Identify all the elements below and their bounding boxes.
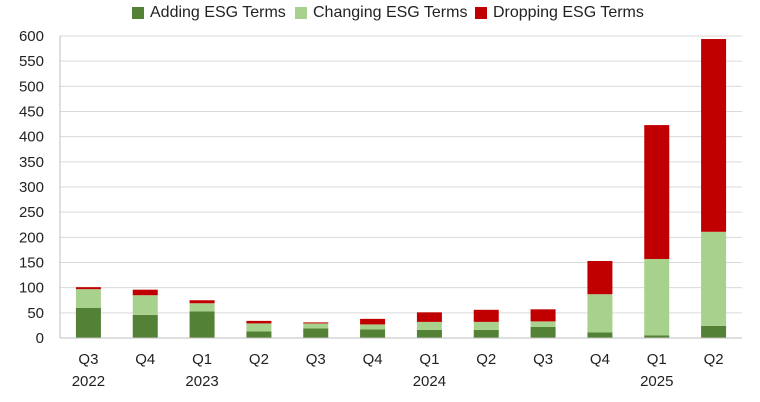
- x-tick-label: Q4: [590, 351, 610, 368]
- bar-segment: [303, 322, 329, 324]
- legend-item-changing: Changing ESG Terms: [295, 2, 467, 24]
- bar-segment: [416, 312, 442, 322]
- bar-segment: [416, 321, 442, 330]
- x-tick-label: Q1: [647, 351, 667, 368]
- bar-segment: [132, 295, 158, 315]
- bar-segment: [701, 39, 727, 232]
- bar-segment: [132, 314, 158, 338]
- bar-segment: [132, 289, 158, 296]
- x-tick-label: Q1: [419, 351, 439, 368]
- x-year-label: 2022: [72, 373, 105, 390]
- bar-segment: [246, 331, 272, 338]
- bar-segment: [644, 335, 670, 338]
- bar-segment: [530, 326, 556, 338]
- bar-segment: [701, 325, 727, 338]
- y-tick-label: 0: [36, 330, 44, 347]
- bar-segment: [75, 287, 101, 290]
- bar-segment: [587, 332, 613, 338]
- bar-segment: [360, 329, 386, 338]
- bar-segment: [644, 258, 670, 336]
- y-tick-label: 400: [19, 129, 44, 146]
- legend-label-adding: Adding ESG Terms: [150, 4, 286, 21]
- legend-swatch-adding: [132, 7, 144, 19]
- bar-segment: [246, 323, 272, 332]
- bar-segment: [303, 323, 329, 329]
- bar-segment: [587, 260, 613, 295]
- x-tick-label: Q3: [78, 351, 98, 368]
- x-tick-label: Q4: [363, 351, 383, 368]
- y-tick-label: 250: [19, 204, 44, 221]
- x-year-label: 2023: [185, 373, 218, 390]
- y-tick-label: 200: [19, 229, 44, 246]
- bar-segment: [473, 329, 499, 338]
- y-tick-label: 500: [19, 78, 44, 95]
- bar-segment: [644, 125, 670, 259]
- x-tick-label: Q3: [306, 351, 326, 368]
- y-tick-label: 600: [19, 28, 44, 45]
- bar-segment: [75, 307, 101, 338]
- y-tick-label: 50: [27, 305, 44, 322]
- x-tick-label: Q4: [135, 351, 155, 368]
- bar-segment: [473, 321, 499, 330]
- x-tick-label: Q3: [533, 351, 553, 368]
- x-tick-label: Q2: [476, 351, 496, 368]
- bar-segment: [303, 328, 329, 338]
- x-tick-label: Q2: [704, 351, 724, 368]
- bar-segment: [530, 321, 556, 327]
- bar-segment: [416, 329, 442, 338]
- x-tick-label: Q2: [249, 351, 269, 368]
- legend-swatch-changing: [295, 7, 307, 19]
- x-tick-label: Q1: [192, 351, 212, 368]
- y-tick-label: 100: [19, 280, 44, 297]
- y-tick-label: 550: [19, 53, 44, 70]
- bar-segment: [360, 318, 386, 325]
- legend: Adding ESG Terms Changing ESG Terms Drop…: [0, 2, 760, 24]
- bar-segment: [189, 300, 215, 304]
- bar-segment: [189, 303, 215, 312]
- bar-segment: [189, 311, 215, 338]
- legend-item-dropping: Dropping ESG Terms: [475, 2, 644, 24]
- legend-item-adding: Adding ESG Terms: [132, 2, 286, 24]
- y-tick-label: 150: [19, 255, 44, 272]
- bar-segment: [75, 289, 101, 308]
- bar-segment: [246, 320, 272, 324]
- legend-label-changing: Changing ESG Terms: [313, 4, 468, 21]
- bar-segment: [473, 309, 499, 322]
- legend-swatch-dropping: [475, 7, 487, 19]
- y-tick-label: 350: [19, 154, 44, 171]
- bar-segment: [587, 294, 613, 333]
- x-year-label: 2024: [413, 373, 446, 390]
- bar-segment: [530, 309, 556, 322]
- y-tick-label: 300: [19, 179, 44, 196]
- bar-segment: [360, 324, 386, 330]
- legend-label-dropping: Dropping ESG Terms: [493, 4, 644, 21]
- y-tick-label: 450: [19, 104, 44, 121]
- bar-segment: [701, 231, 727, 326]
- x-year-label: 2025: [640, 373, 673, 390]
